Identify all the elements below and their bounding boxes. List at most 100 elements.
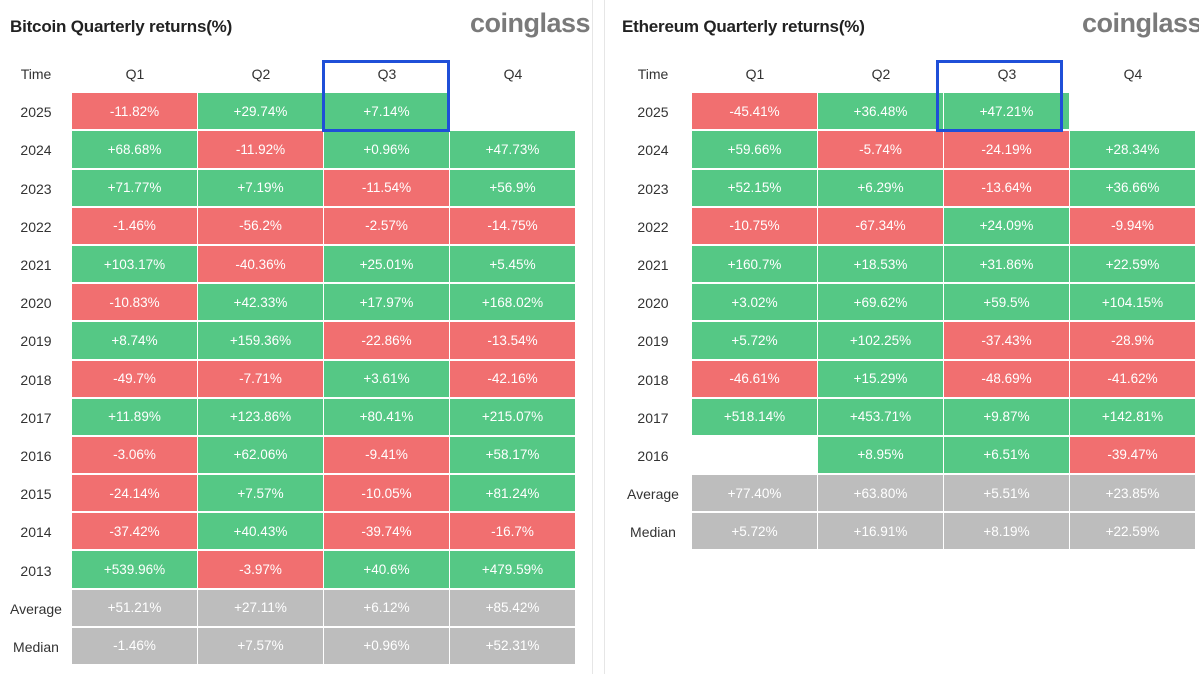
row-label: 2024 — [637, 142, 669, 159]
return-cell: -16.7% — [450, 513, 575, 550]
return-cell: -1.46% — [72, 627, 197, 664]
table-row: 2015 -24.14% +7.57% -10.05% +81.24% — [0, 475, 576, 513]
return-cell: +17.97% — [324, 284, 449, 321]
row-label: 2016 — [637, 447, 669, 464]
table-row: 2024 +59.66% -5.74% -24.19% +28.34% — [614, 131, 1196, 169]
bitcoin-panel: Bitcoin Quarterly returns(%) coinglass T… — [0, 0, 591, 674]
return-cell: -45.41% — [692, 93, 817, 130]
column-header-q2: Q2 — [871, 66, 891, 83]
table-row: Median -1.46% +7.57% +0.96% +52.31% — [0, 627, 576, 666]
return-cell: +479.59% — [450, 551, 575, 588]
return-cell: +52.15% — [692, 169, 817, 206]
return-cell: +11.89% — [72, 398, 197, 435]
row-label: 2024 — [20, 142, 52, 159]
return-cell: +80.41% — [324, 398, 449, 435]
row-label: 2023 — [637, 180, 669, 197]
return-cell: +25.01% — [324, 245, 449, 283]
return-cell: -11.92% — [198, 131, 323, 168]
table-row: 2024 +68.68% -11.92% +0.96% +47.73% — [0, 131, 576, 169]
column-header-q1: Q1 — [745, 66, 765, 83]
column-header-q2: Q2 — [251, 66, 271, 83]
table-row: 2018 -49.7% -7.71% +3.61% -42.16% — [0, 360, 576, 399]
return-cell: +7.14% — [324, 93, 449, 130]
row-label: Average — [627, 486, 679, 503]
table-row: 2017 +518.14% +453.71% +9.87% +142.81% — [614, 398, 1196, 437]
return-cell: -2.57% — [324, 207, 449, 244]
row-label: 2025 — [637, 104, 669, 121]
table-row: 2025 -11.82% +29.74% +7.14% — [0, 93, 576, 131]
return-cell: -48.69% — [944, 360, 1069, 397]
table-row: 2014 -37.42% +40.43% -39.74% -16.7% — [0, 513, 576, 551]
panel-divider-inner — [604, 0, 605, 674]
return-cell: +5.72% — [692, 513, 817, 550]
row-label: Median — [630, 524, 676, 541]
column-header-q4: Q4 — [1123, 66, 1143, 83]
ethereum-panel: Ethereum Quarterly returns(%) coinglass … — [606, 0, 1199, 674]
return-cell: +22.59% — [1070, 513, 1195, 550]
row-label: 2023 — [20, 180, 52, 197]
table-row: 2019 +5.72% +102.25% -37.43% -28.9% — [614, 322, 1196, 360]
return-cell: -3.97% — [198, 551, 323, 588]
return-cell: +3.02% — [692, 284, 817, 321]
table-row: 2021 +160.7% +18.53% +31.86% +22.59% — [614, 245, 1196, 284]
return-cell: +8.95% — [818, 436, 943, 474]
return-cell: +8.74% — [72, 322, 197, 359]
return-cell: +7.57% — [198, 627, 323, 664]
table-row: Average +51.21% +27.11% +6.12% +85.42% — [0, 589, 576, 628]
return-cell: -46.61% — [692, 360, 817, 397]
row-label: 2015 — [20, 486, 52, 503]
return-cell: +453.71% — [818, 398, 943, 435]
row-label: Average — [10, 600, 62, 617]
return-cell: +104.15% — [1070, 284, 1195, 321]
return-cell: -9.41% — [324, 436, 449, 474]
return-cell: +71.77% — [72, 169, 197, 206]
row-label: 2025 — [20, 104, 52, 121]
table-row: 2022 -10.75% -67.34% +24.09% -9.94% — [614, 207, 1196, 246]
column-header-time: Time — [637, 66, 669, 83]
return-cell: +5.51% — [944, 475, 1069, 512]
return-cell: -11.54% — [324, 169, 449, 206]
return-cell: -13.64% — [944, 169, 1069, 206]
return-cell: +9.87% — [944, 398, 1069, 435]
column-header-q3: Q3 — [997, 66, 1017, 83]
return-cell: +58.17% — [450, 436, 575, 474]
return-cell: -24.14% — [72, 475, 197, 512]
return-cell: -1.46% — [72, 207, 197, 244]
return-cell: +3.61% — [324, 360, 449, 397]
return-cell: +0.96% — [324, 627, 449, 664]
return-cell: +29.74% — [198, 93, 323, 130]
return-cell — [450, 93, 575, 129]
return-cell: +63.80% — [818, 475, 943, 512]
return-cell: -39.74% — [324, 513, 449, 550]
return-cell: +62.06% — [198, 436, 323, 474]
return-cell: -56.2% — [198, 207, 323, 244]
table-row: 2017 +11.89% +123.86% +80.41% +215.07% — [0, 398, 576, 437]
table-row: 2016 -3.06% +62.06% -9.41% +58.17% — [0, 436, 576, 475]
header-row: Time Q1 Q2 Q3 Q4 — [0, 55, 576, 93]
return-cell: +36.48% — [818, 93, 943, 130]
return-cell: +59.66% — [692, 131, 817, 168]
table-row: 2021 +103.17% -40.36% +25.01% +5.45% — [0, 245, 576, 284]
table-row: Average +77.40% +63.80% +5.51% +23.85% — [614, 475, 1196, 513]
return-cell: -14.75% — [450, 207, 575, 244]
table-row: 2019 +8.74% +159.36% -22.86% -13.54% — [0, 322, 576, 360]
return-cell: -37.43% — [944, 322, 1069, 359]
row-label: 2019 — [20, 333, 52, 350]
table-row: 2022 -1.46% -56.2% -2.57% -14.75% — [0, 207, 576, 246]
column-header-q1: Q1 — [125, 66, 145, 83]
return-cell: +142.81% — [1070, 398, 1195, 435]
return-cell: +5.45% — [450, 245, 575, 283]
table-row: 2013 +539.96% -3.97% +40.6% +479.59% — [0, 551, 576, 589]
return-cell: +160.7% — [692, 245, 817, 283]
return-cell: -67.34% — [818, 207, 943, 244]
return-cell: +59.5% — [944, 284, 1069, 321]
return-cell: -39.47% — [1070, 436, 1195, 474]
return-cell: +102.25% — [818, 322, 943, 359]
return-cell: -41.62% — [1070, 360, 1195, 397]
return-cell: -9.94% — [1070, 207, 1195, 244]
return-cell: +24.09% — [944, 207, 1069, 244]
row-label: 2018 — [20, 371, 52, 388]
column-header-time: Time — [20, 66, 52, 83]
return-cell: -3.06% — [72, 436, 197, 474]
row-label: 2021 — [20, 257, 52, 274]
